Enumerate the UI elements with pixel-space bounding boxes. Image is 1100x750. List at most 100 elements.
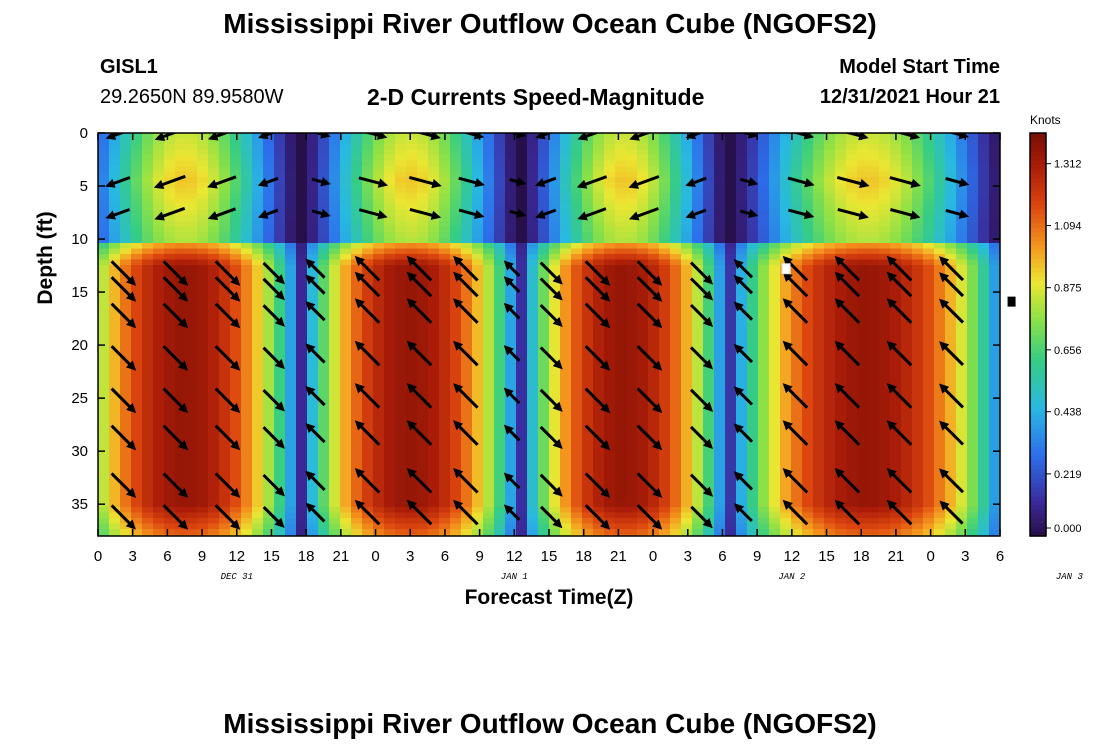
heatmap-cell xyxy=(263,177,275,184)
heatmap-cell xyxy=(648,287,660,294)
heatmap-cell xyxy=(802,336,814,343)
heatmap-cell xyxy=(604,430,616,437)
heatmap-cell xyxy=(802,221,814,228)
heatmap-cell xyxy=(186,237,198,244)
heatmap-cell xyxy=(714,188,726,195)
heatmap-cell xyxy=(186,188,198,195)
heatmap-cell xyxy=(175,303,187,310)
heatmap-cell xyxy=(285,402,297,409)
heatmap-cell xyxy=(417,375,429,382)
heatmap-cell xyxy=(340,518,352,525)
heatmap-cell xyxy=(560,281,572,288)
heatmap-cell xyxy=(329,391,341,398)
heatmap-cell xyxy=(802,424,814,431)
heatmap-cell xyxy=(439,358,451,365)
heatmap-cell xyxy=(780,507,792,514)
heatmap-cell xyxy=(615,166,627,173)
heatmap-cell xyxy=(835,243,847,250)
heatmap-cell xyxy=(648,353,660,360)
heatmap-cell xyxy=(439,276,451,283)
heatmap-cell xyxy=(824,347,836,354)
heatmap-cell xyxy=(538,512,550,519)
heatmap-cell xyxy=(384,292,396,299)
heatmap-cell xyxy=(131,435,143,442)
heatmap-cell xyxy=(571,347,583,354)
heatmap-cell xyxy=(362,452,374,459)
heatmap-cell xyxy=(604,182,616,189)
heatmap-cell xyxy=(197,144,209,151)
heatmap-cell xyxy=(769,523,781,530)
heatmap-cell xyxy=(252,144,264,151)
heatmap-cell xyxy=(241,276,253,283)
heatmap-cell xyxy=(230,287,242,294)
heatmap-cell xyxy=(318,155,330,162)
heatmap-cell xyxy=(769,435,781,442)
heatmap-cell xyxy=(373,364,385,371)
heatmap-cell xyxy=(274,210,286,217)
heatmap-cell xyxy=(725,166,737,173)
heatmap-cell xyxy=(417,298,429,305)
heatmap-cell xyxy=(593,232,605,239)
heatmap-cell xyxy=(230,138,242,145)
heatmap-cell xyxy=(186,507,198,514)
heatmap-cell xyxy=(571,430,583,437)
heatmap-cell xyxy=(516,490,528,497)
heatmap-cell xyxy=(219,501,231,508)
heatmap-cell xyxy=(582,254,594,261)
heatmap-cell xyxy=(538,215,550,222)
heatmap-cell xyxy=(813,342,825,349)
heatmap-cell xyxy=(692,237,704,244)
heatmap-cell xyxy=(560,446,572,453)
heatmap-cell xyxy=(230,380,242,387)
heatmap-cell xyxy=(472,375,484,382)
heatmap-cell xyxy=(263,347,275,354)
heatmap-cell xyxy=(340,193,352,200)
heatmap-cell xyxy=(681,325,693,332)
heatmap-cell xyxy=(494,529,506,536)
heatmap-cell xyxy=(274,336,286,343)
heatmap-cell xyxy=(142,309,154,316)
heatmap-cell xyxy=(406,325,418,332)
heatmap-cell xyxy=(582,452,594,459)
heatmap-cell xyxy=(340,507,352,514)
heatmap-cell xyxy=(549,155,561,162)
heatmap-cell xyxy=(98,375,110,382)
heatmap-cell xyxy=(670,490,682,497)
heatmap-cell xyxy=(395,463,407,470)
heatmap-cell xyxy=(98,424,110,431)
heatmap-cell xyxy=(747,518,759,525)
heatmap-cell xyxy=(494,507,506,514)
heatmap-cell xyxy=(318,512,330,519)
heatmap-cell xyxy=(483,171,495,178)
heatmap-cell xyxy=(406,430,418,437)
heatmap-cell xyxy=(263,193,275,200)
heatmap-cell xyxy=(472,342,484,349)
heatmap-cell xyxy=(714,452,726,459)
heatmap-cell xyxy=(296,204,308,211)
heatmap-cell xyxy=(428,270,440,277)
heatmap-cell xyxy=(252,292,264,299)
heatmap-cell xyxy=(153,270,165,277)
heatmap-cell xyxy=(714,397,726,404)
heatmap-cell xyxy=(516,391,528,398)
heatmap-cell xyxy=(560,347,572,354)
heatmap-cell xyxy=(461,188,473,195)
heatmap-cell xyxy=(714,254,726,261)
heatmap-cell xyxy=(560,160,572,167)
heatmap-cell xyxy=(329,457,341,464)
heatmap-cell xyxy=(626,424,638,431)
heatmap-cell xyxy=(648,243,660,250)
heatmap-cell xyxy=(802,479,814,486)
heatmap-cell xyxy=(252,468,264,475)
heatmap-cell xyxy=(230,309,242,316)
heatmap-cell xyxy=(505,254,517,261)
heatmap-cell xyxy=(329,325,341,332)
heatmap-cell xyxy=(494,248,506,255)
heatmap-cell xyxy=(362,413,374,420)
heatmap-cell xyxy=(791,452,803,459)
heatmap-cell xyxy=(736,314,748,321)
heatmap-cell xyxy=(835,149,847,156)
heatmap-cell xyxy=(208,298,220,305)
heatmap-cell xyxy=(736,435,748,442)
heatmap-cell xyxy=(670,474,682,481)
